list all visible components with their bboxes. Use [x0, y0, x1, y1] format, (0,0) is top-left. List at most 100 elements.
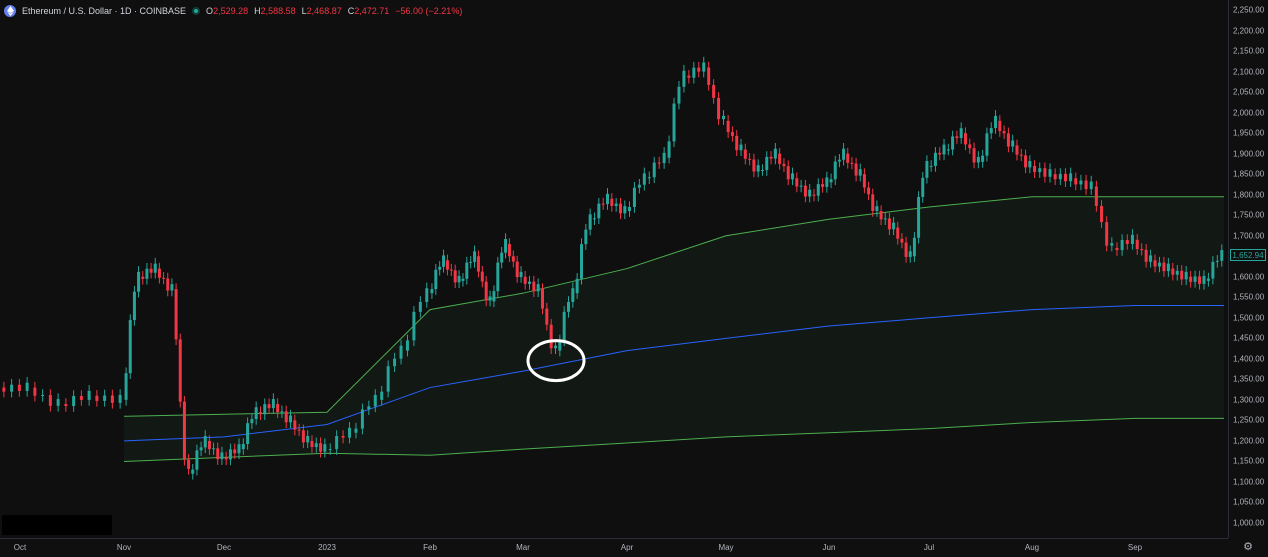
price-tick-label: 2,200.00: [1233, 26, 1265, 36]
time-tick-label: Sep: [1127, 543, 1143, 552]
candle-body: [207, 440, 211, 450]
lower-band-line: [123, 417, 1224, 462]
candle-body: [808, 189, 812, 197]
candle-body: [354, 428, 358, 433]
candle-body: [128, 320, 132, 374]
candle-body: [929, 165, 933, 167]
candle-body: [730, 132, 734, 136]
candle-body: [488, 296, 492, 301]
candle-body: [328, 449, 332, 451]
chart-plot-area[interactable]: [0, 0, 1228, 538]
price-tick-label: 1,000.00: [1233, 518, 1265, 528]
candle-body: [220, 452, 224, 460]
time-tick-label: Jul: [923, 543, 935, 552]
candle-body: [627, 206, 631, 212]
candle-body: [1015, 145, 1019, 155]
candle-body: [405, 340, 409, 351]
candle-body: [912, 237, 916, 257]
symbol-title[interactable]: Ethereum / U.S. Dollar · 1D · COINBASE: [22, 6, 187, 16]
candle-body: [765, 156, 769, 171]
candle-body: [786, 166, 790, 180]
candle-body: [606, 193, 609, 205]
candle-body: [56, 399, 60, 406]
candle-body: [187, 459, 191, 469]
candle-body: [1094, 186, 1098, 206]
candle-body: [1149, 255, 1153, 262]
price-axis[interactable]: 2,250.00 2,200.00 2,150.00 2,100.00 2,050.00…: [1228, 0, 1268, 538]
candle-body: [306, 435, 310, 443]
candle-body: [110, 395, 114, 403]
candle-body: [1115, 248, 1119, 251]
candle-body: [896, 227, 900, 239]
candle-body: [103, 395, 107, 401]
candle-body: [541, 289, 544, 309]
candle-body: [1019, 154, 1023, 156]
candle-body: [825, 177, 829, 187]
candle-body: [1063, 173, 1067, 182]
price-chart-svg[interactable]: [0, 0, 1228, 538]
candle-body: [623, 206, 627, 214]
time-tick-label: Oct: [13, 543, 27, 552]
candle-body: [280, 411, 284, 413]
candle-body: [712, 84, 716, 98]
candle-body: [1002, 131, 1006, 134]
annotation-circle: [526, 339, 586, 383]
candle-body: [743, 149, 747, 159]
symbol-legend: Ethereum / U.S. Dollar · 1D · COINBASE O…: [4, 4, 462, 18]
price-tick-label: 1,250.00: [1233, 415, 1265, 425]
candle-body: [887, 218, 891, 230]
candle-body: [921, 177, 925, 197]
candle-body: [267, 404, 271, 409]
candle-body: [319, 443, 323, 452]
candle-body: [500, 252, 504, 263]
candle-body: [25, 382, 29, 391]
candle-body: [782, 163, 786, 167]
candle-body: [756, 165, 760, 172]
candle-body: [170, 284, 174, 291]
candle-body: [445, 260, 449, 270]
time-axis[interactable]: Oct Nov Dec 2023 Feb Mar Apr May Jun Jul Aug Sep: [0, 538, 1228, 557]
candle-body: [335, 435, 339, 450]
candle-body: [314, 443, 318, 448]
price-tick-label: 1,950.00: [1233, 128, 1265, 138]
candle-body: [199, 447, 203, 451]
candle-body: [968, 144, 972, 149]
candle-body: [132, 291, 136, 321]
candle-body: [246, 423, 250, 444]
candle-body: [293, 420, 297, 430]
candle-body: [554, 345, 557, 349]
candle-body: [137, 271, 141, 292]
candle-body: [1084, 180, 1088, 190]
candle-body: [892, 222, 896, 230]
candle-body: [87, 390, 91, 400]
candle-body: [558, 340, 562, 351]
candle-body: [687, 75, 691, 78]
candle-body: [769, 156, 773, 159]
ohlc-values: O2,529.28 H2,588.58 L2,468.87 C2,472.71 …: [206, 6, 462, 16]
price-tick-label: 1,150.00: [1233, 456, 1265, 466]
candle-body: [1171, 268, 1175, 275]
candle-body: [191, 469, 195, 474]
candle-body: [469, 261, 473, 263]
time-tick-label: May: [718, 543, 734, 552]
candle-body: [601, 203, 605, 205]
candle-body: [799, 185, 803, 187]
candle-body: [1038, 168, 1042, 173]
candle-body: [791, 173, 795, 180]
candle-body: [465, 262, 469, 279]
candle-body: [271, 399, 275, 409]
candle-body: [166, 278, 170, 291]
candle-body: [480, 271, 484, 282]
candle-body: [998, 120, 1002, 132]
candle-body: [672, 103, 676, 142]
candle-body: [584, 229, 588, 245]
price-tick-label: 1,100.00: [1233, 477, 1265, 487]
candle-body: [545, 308, 549, 325]
gear-icon[interactable]: ⚙: [1243, 541, 1253, 553]
candle-body: [276, 403, 280, 413]
time-tick-label: Dec: [216, 543, 232, 552]
candle-body: [79, 395, 83, 400]
candle-body: [567, 301, 570, 312]
price-tick-label: 1,450.00: [1233, 333, 1265, 343]
candle-body: [233, 449, 237, 454]
